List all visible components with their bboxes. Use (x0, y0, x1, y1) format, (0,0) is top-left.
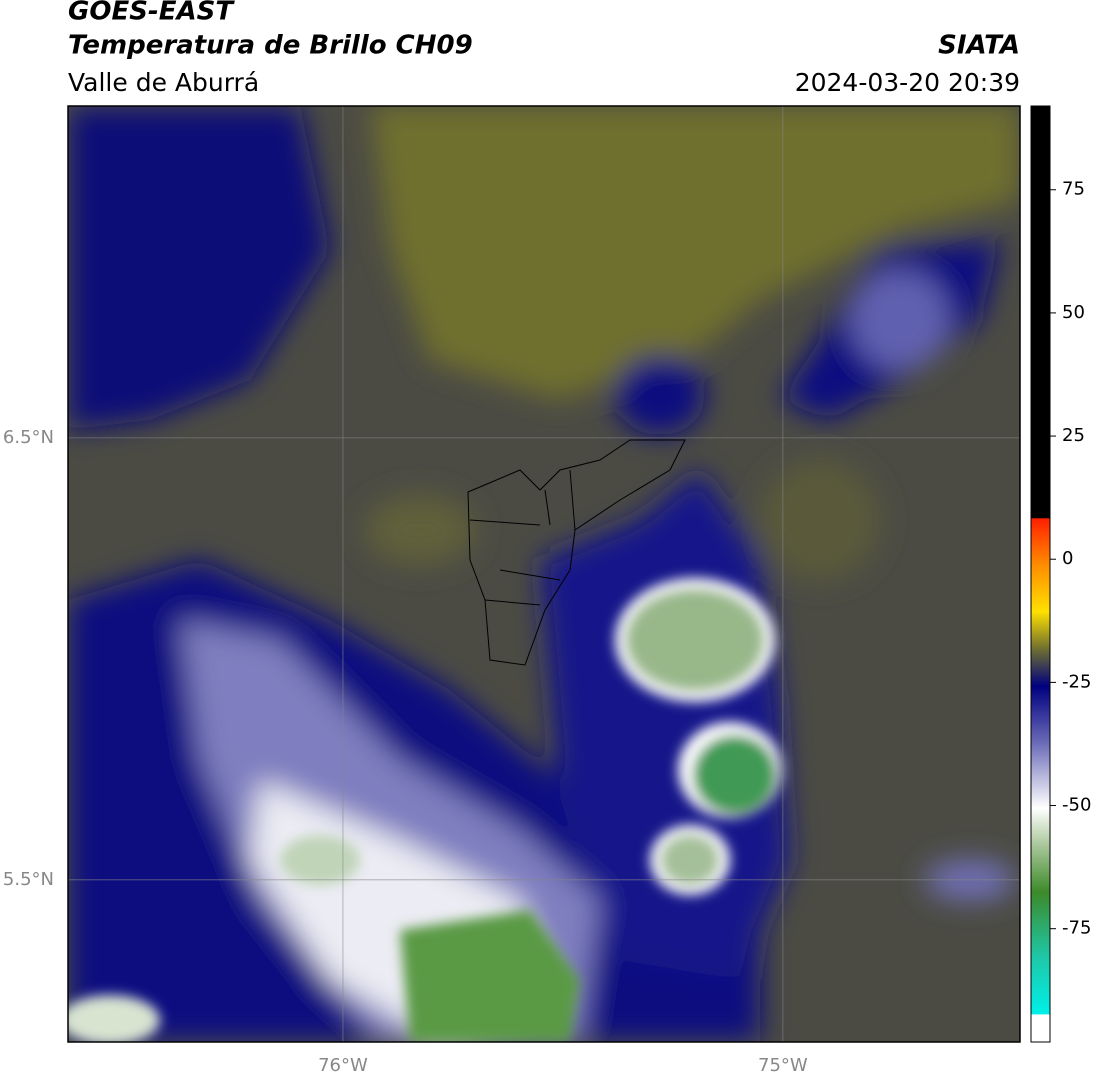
colorbar (1030, 105, 1051, 1043)
lon-label: 76°W (318, 1055, 368, 1076)
region: Valle de Aburrá (68, 68, 259, 97)
timestamp: 2024-03-20 20:39 (795, 68, 1020, 97)
colorbar-tick-label: 25 (1062, 425, 1085, 446)
map-frame (67, 105, 1021, 1043)
colorbar-tick-label: -50 (1062, 795, 1091, 816)
subtitle: Temperatura de Brillo CH09 (68, 31, 473, 61)
colorbar-tick-label: -25 (1062, 671, 1091, 692)
lat-label: 6.5°N (3, 427, 54, 448)
title: GOES-EAST (68, 0, 235, 27)
colorbar-ticks: 75 50 25 0 -25 -50 -75 (1050, 179, 1091, 939)
colorbar-tick-label: 0 (1062, 548, 1073, 569)
colorbar-tick-label: 75 (1062, 179, 1085, 200)
lat-label: 5.5°N (3, 869, 54, 890)
graticule: 76°W 75°W 6.5°N 5.5°N (3, 106, 1020, 1076)
colorbar-tick-label: -75 (1062, 918, 1091, 939)
agency: SIATA (938, 31, 1020, 61)
lon-label: 75°W (758, 1055, 808, 1076)
colorbar-tick-label: 50 (1062, 302, 1085, 323)
map-image (68, 106, 1020, 1042)
